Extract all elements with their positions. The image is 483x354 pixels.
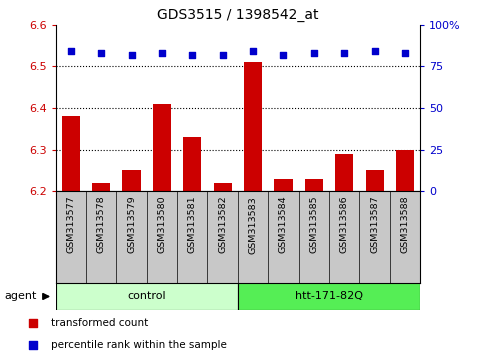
Point: [249, 48, 257, 54]
Text: GSM313581: GSM313581: [188, 196, 197, 253]
Text: transformed count: transformed count: [51, 318, 148, 329]
Text: GSM313579: GSM313579: [127, 196, 136, 253]
Bar: [122, 170, 141, 191]
Point: [341, 50, 348, 56]
Text: GSM313585: GSM313585: [309, 196, 318, 253]
Text: percentile rank within the sample: percentile rank within the sample: [51, 339, 227, 350]
Bar: [153, 104, 171, 191]
Point: [219, 52, 227, 58]
Point: [188, 52, 196, 58]
Text: GSM313584: GSM313584: [279, 196, 288, 253]
Bar: [213, 183, 232, 191]
Text: htt-171-82Q: htt-171-82Q: [295, 291, 363, 302]
Text: GSM313582: GSM313582: [218, 196, 227, 253]
Text: control: control: [128, 291, 166, 302]
Text: GSM313580: GSM313580: [157, 196, 167, 253]
Bar: [274, 179, 293, 191]
Bar: [62, 116, 80, 191]
Bar: [335, 154, 354, 191]
Point: [29, 321, 37, 326]
Text: GSM313588: GSM313588: [400, 196, 410, 253]
Point: [67, 48, 74, 54]
Bar: [56, 283, 238, 310]
Bar: [244, 62, 262, 191]
Point: [310, 50, 318, 56]
Point: [97, 50, 105, 56]
Text: GSM313583: GSM313583: [249, 196, 257, 253]
Point: [371, 48, 379, 54]
Title: GDS3515 / 1398542_at: GDS3515 / 1398542_at: [157, 8, 319, 22]
Point: [128, 52, 135, 58]
Bar: [305, 179, 323, 191]
Text: GSM313578: GSM313578: [97, 196, 106, 253]
Text: GSM313577: GSM313577: [66, 196, 75, 253]
Bar: [183, 137, 201, 191]
Bar: [92, 183, 110, 191]
Point: [29, 342, 37, 348]
Text: GSM313586: GSM313586: [340, 196, 349, 253]
Point: [158, 50, 166, 56]
Bar: [366, 170, 384, 191]
Bar: [238, 283, 420, 310]
Text: agent: agent: [5, 291, 37, 302]
Point: [280, 52, 287, 58]
Text: GSM313587: GSM313587: [370, 196, 379, 253]
Point: [401, 50, 409, 56]
Bar: [396, 149, 414, 191]
